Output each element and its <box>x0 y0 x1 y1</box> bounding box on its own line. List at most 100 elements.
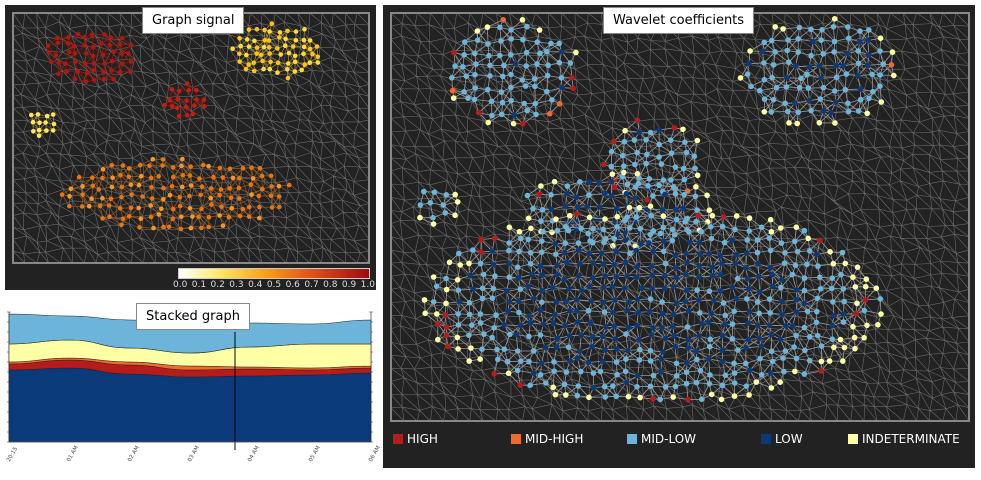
graph-node <box>71 43 77 49</box>
graph-node <box>277 204 282 210</box>
colorbar-tick: 0.4 <box>248 280 263 290</box>
graph-node <box>537 263 544 269</box>
graph-node <box>875 322 881 328</box>
graph-node <box>240 206 246 212</box>
graph-node <box>864 62 871 69</box>
graph-node <box>485 41 491 47</box>
graph-node <box>829 275 835 282</box>
graph-node <box>574 308 580 314</box>
graph-node <box>495 356 501 363</box>
graph-node <box>497 24 503 31</box>
graph-node <box>206 224 211 230</box>
graph-node <box>684 287 690 294</box>
graph-node <box>632 195 638 202</box>
colorbar-tick: 1.0 <box>360 280 375 290</box>
graph-node <box>539 249 545 255</box>
stacked-layer-0 <box>8 367 372 443</box>
graph-node <box>529 271 535 278</box>
graph-node <box>767 264 774 271</box>
graph-node <box>569 74 575 81</box>
graph-node <box>573 297 580 303</box>
graph-node <box>262 27 267 33</box>
graph-node <box>501 62 507 69</box>
graph-node <box>669 323 676 330</box>
graph-node <box>644 197 650 203</box>
graph-node <box>492 273 498 279</box>
legend-label: MID-LOW <box>641 432 697 446</box>
graph-node <box>611 236 617 242</box>
graph-node <box>711 297 717 304</box>
graph-node <box>37 120 42 126</box>
graph-node <box>754 237 761 243</box>
graph-node <box>746 308 753 315</box>
graph-node <box>269 205 275 210</box>
graph-node <box>315 54 321 60</box>
graph-node <box>758 224 765 231</box>
graph-node <box>101 76 107 82</box>
colorbar-tick: 0.6 <box>285 280 300 290</box>
graph-node <box>267 29 272 34</box>
graph-node <box>126 166 132 171</box>
graph-node <box>515 275 522 281</box>
graph-node <box>709 212 716 219</box>
graph-node <box>490 262 497 268</box>
graph-node <box>566 358 573 364</box>
graph-node <box>196 214 201 219</box>
graph-node <box>780 355 786 361</box>
graph-node <box>180 173 186 178</box>
graph-node <box>68 186 74 192</box>
graph-node <box>83 79 89 84</box>
graph-node <box>149 196 155 201</box>
graph-node <box>570 85 576 92</box>
graph-node <box>669 237 676 244</box>
graph-node <box>184 112 190 118</box>
graph-node <box>614 224 620 230</box>
graph-node <box>719 260 725 267</box>
graph-node <box>668 177 674 183</box>
graph-node <box>498 38 504 44</box>
graph-node <box>619 174 626 180</box>
graph-node <box>838 271 844 278</box>
graph-node <box>806 97 813 104</box>
graph-node <box>758 372 765 378</box>
graph-node <box>832 88 838 94</box>
graph-node <box>877 48 883 54</box>
graph-node <box>90 53 96 59</box>
graph-node <box>101 69 106 75</box>
graph-node <box>660 177 667 183</box>
graph-node <box>889 49 896 55</box>
graph-node <box>527 250 534 256</box>
graph-node <box>625 324 632 331</box>
graph-node <box>673 274 680 281</box>
graph-node <box>477 311 484 317</box>
graph-node <box>586 192 592 198</box>
graph-node <box>562 240 569 246</box>
graph-node <box>598 250 605 256</box>
graph-node <box>310 51 315 57</box>
graph-node <box>508 97 514 104</box>
graph-node <box>831 38 838 45</box>
graph-node <box>649 272 655 279</box>
graph-node <box>660 213 667 219</box>
graph-node <box>417 214 423 221</box>
graph-node <box>864 322 870 329</box>
graph-node <box>220 223 226 228</box>
graph-node <box>126 51 131 56</box>
graph-node <box>693 348 699 355</box>
graph-node <box>694 356 700 363</box>
graph-node <box>624 214 630 221</box>
graph-node <box>719 223 726 230</box>
graph-node <box>719 332 726 339</box>
graph-node <box>488 98 495 105</box>
graph-node <box>452 63 458 69</box>
graph-node <box>246 27 252 32</box>
graph-node <box>777 379 783 386</box>
graph-node <box>202 104 207 109</box>
graph-node <box>500 17 506 23</box>
graph-node <box>845 35 852 41</box>
graph-node <box>709 264 716 271</box>
graph-node <box>611 184 618 191</box>
graph-node <box>466 358 472 364</box>
graph-node <box>201 97 207 103</box>
graph-node <box>634 296 641 303</box>
